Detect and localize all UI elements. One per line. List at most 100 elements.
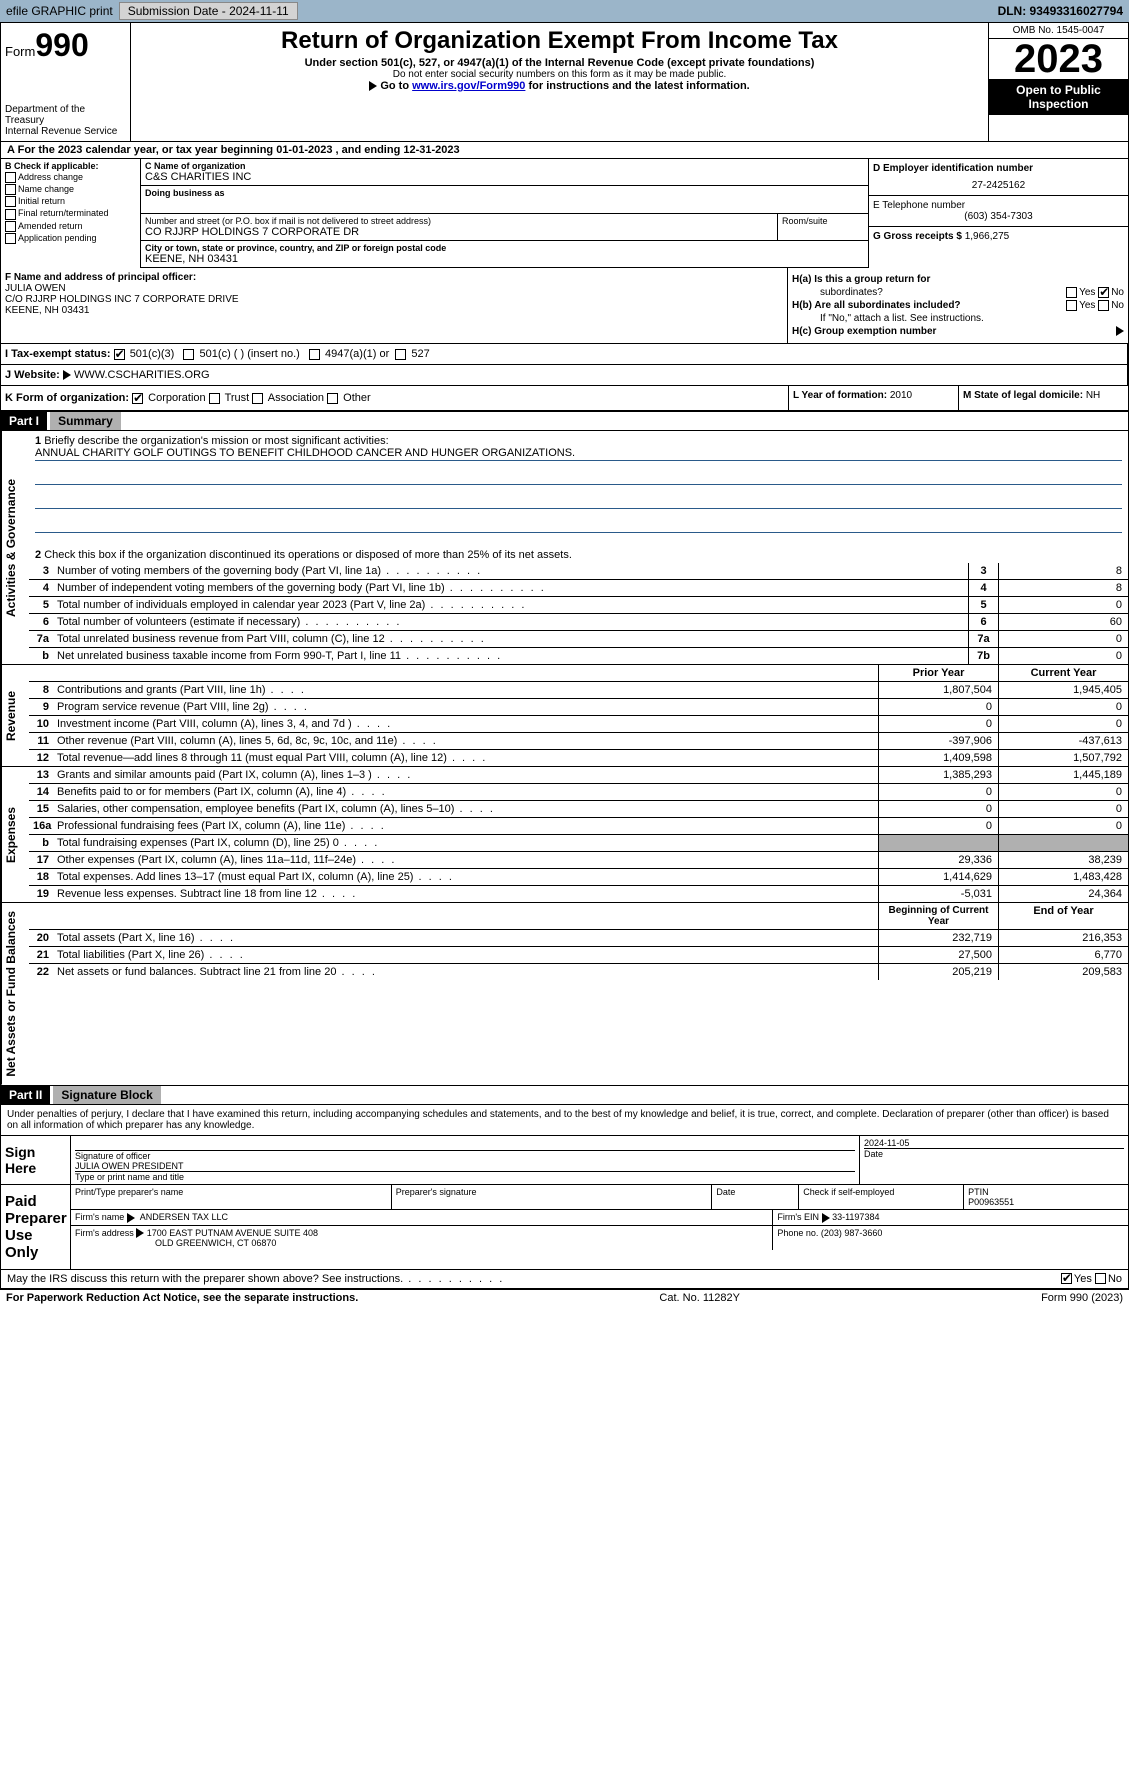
table-cell: -5,031 — [878, 886, 998, 902]
part1-title: Summary — [50, 412, 121, 430]
officer-name: JULIA OWEN — [5, 283, 783, 294]
table-cell: 24,364 — [998, 886, 1128, 902]
city-value: KEENE, NH 03431 — [145, 253, 864, 265]
sign-here-label: Sign Here — [1, 1136, 71, 1184]
table-cell: 27,500 — [878, 947, 998, 963]
room-label: Room/suite — [782, 216, 864, 226]
addr-value: CO RJJRP HOLDINGS 7 CORPORATE DR — [145, 226, 773, 238]
phone-label: E Telephone number — [873, 200, 1124, 211]
website-label: J Website: — [5, 369, 60, 381]
checkbox-hb-no[interactable] — [1098, 300, 1109, 311]
footer-mid: Cat. No. 11282Y — [659, 1292, 740, 1304]
checkbox-initial-return[interactable] — [5, 196, 16, 207]
city-label: City or town, state or province, country… — [145, 243, 864, 253]
table-cell: 0 — [878, 699, 998, 715]
dln-label: DLN: 93493316027794 — [998, 4, 1123, 18]
table-cell: 232,719 — [878, 930, 998, 946]
topbar: efile GRAPHIC print Submission Date - 20… — [0, 0, 1129, 22]
table-cell: 29,336 — [878, 852, 998, 868]
footer-right: Form 990 (2023) — [1041, 1292, 1123, 1304]
checkbox-corp[interactable] — [132, 393, 143, 404]
checkbox-final-return[interactable] — [5, 209, 16, 220]
website-value: WWW.CSCHARITIES.ORG — [74, 369, 210, 381]
table-cell: 1,385,293 — [878, 767, 998, 783]
dba-label: Doing business as — [145, 188, 864, 198]
table-cell: 0 — [998, 597, 1128, 613]
checkbox-trust[interactable] — [209, 393, 220, 404]
table-cell: 0 — [998, 648, 1128, 664]
checkbox-name-change[interactable] — [5, 184, 16, 195]
open-public-badge: Open to Public Inspection — [989, 79, 1128, 115]
table-cell: 0 — [878, 818, 998, 834]
table-cell: 0 — [998, 801, 1128, 817]
officer-label: F Name and address of principal officer: — [5, 272, 783, 283]
section-b-title: B Check if applicable: — [5, 161, 136, 171]
officer-addr1: C/O RJJRP HOLDINGS INC 7 CORPORATE DRIVE — [5, 294, 783, 305]
checkbox-other[interactable] — [327, 393, 338, 404]
instructions-link[interactable]: www.irs.gov/Form990 — [412, 80, 525, 92]
dept-label: Department of the Treasury — [5, 104, 126, 126]
row-a-period: A For the 2023 calendar year, or tax yea… — [0, 142, 1129, 159]
table-cell: 209,583 — [998, 964, 1128, 980]
part2-label: Part II — [1, 1086, 50, 1104]
checkbox-address-change[interactable] — [5, 172, 16, 183]
table-cell: 60 — [998, 614, 1128, 630]
mission-text: ANNUAL CHARITY GOLF OUTINGS TO BENEFIT C… — [35, 447, 575, 459]
table-cell: 0 — [878, 784, 998, 800]
table-cell: -397,906 — [878, 733, 998, 749]
ssn-warning: Do not enter social security numbers on … — [139, 69, 980, 80]
goto-post: for instructions and the latest informat… — [525, 80, 749, 92]
table-cell: 1,483,428 — [998, 869, 1128, 885]
table-cell: 8 — [998, 580, 1128, 596]
org-name: C&S CHARITIES INC — [145, 171, 864, 183]
ein-value: 27-2425162 — [873, 180, 1124, 191]
part1-label: Part I — [1, 412, 47, 430]
checkbox-discuss-yes[interactable] — [1061, 1273, 1072, 1284]
table-cell: -437,613 — [998, 733, 1128, 749]
table-cell: 205,219 — [878, 964, 998, 980]
vlabel-expenses: Expenses — [1, 767, 29, 902]
gross-receipts-label: G Gross receipts $ — [873, 231, 962, 242]
table-cell: 6,770 — [998, 947, 1128, 963]
table-cell: 216,353 — [998, 930, 1128, 946]
addr-label: Number and street (or P.O. box if mail i… — [145, 216, 773, 226]
ein-label: D Employer identification number — [873, 163, 1124, 174]
table-cell: 0 — [998, 699, 1128, 715]
form-number: 990 — [35, 27, 88, 63]
tax-year: 2023 — [989, 39, 1128, 79]
checkbox-501c3[interactable] — [114, 349, 125, 360]
officer-addr2: KEENE, NH 03431 — [5, 305, 783, 316]
checkbox-assoc[interactable] — [252, 393, 263, 404]
table-cell: 0 — [998, 631, 1128, 647]
arrow-icon — [822, 1213, 830, 1223]
checkbox-527[interactable] — [395, 349, 406, 360]
arrow-icon — [1116, 326, 1124, 336]
checkbox-ha-yes[interactable] — [1066, 287, 1077, 298]
checkbox-501c[interactable] — [183, 349, 194, 360]
checkbox-pending[interactable] — [5, 233, 16, 244]
checkbox-ha-no[interactable] — [1098, 287, 1109, 298]
vlabel-revenue: Revenue — [1, 665, 29, 766]
arrow-icon — [127, 1213, 135, 1223]
checkbox-amended[interactable] — [5, 221, 16, 232]
form-subtitle: Under section 501(c), 527, or 4947(a)(1)… — [139, 57, 980, 69]
checkbox-hb-yes[interactable] — [1066, 300, 1077, 311]
arrow-icon — [369, 81, 377, 91]
goto-pre: Go to — [380, 80, 412, 92]
footer-left: For Paperwork Reduction Act Notice, see … — [6, 1292, 358, 1304]
checkbox-discuss-no[interactable] — [1095, 1273, 1106, 1284]
h-note: If "No," attach a list. See instructions… — [792, 313, 1124, 324]
arrow-icon — [136, 1228, 144, 1238]
table-cell: 0 — [878, 716, 998, 732]
table-cell — [998, 835, 1128, 851]
table-cell: 38,239 — [998, 852, 1128, 868]
sig-intro: Under penalties of perjury, I declare th… — [0, 1105, 1129, 1135]
table-cell: 8 — [998, 563, 1128, 579]
phone-value: (603) 354-7303 — [873, 211, 1124, 222]
arrow-icon — [63, 370, 71, 380]
part2-title: Signature Block — [53, 1086, 160, 1104]
form-header: Form990 Department of the Treasury Inter… — [0, 22, 1129, 142]
submission-date-button[interactable]: Submission Date - 2024-11-11 — [119, 2, 298, 20]
checkbox-4947[interactable] — [309, 349, 320, 360]
table-cell: 1,807,504 — [878, 682, 998, 698]
